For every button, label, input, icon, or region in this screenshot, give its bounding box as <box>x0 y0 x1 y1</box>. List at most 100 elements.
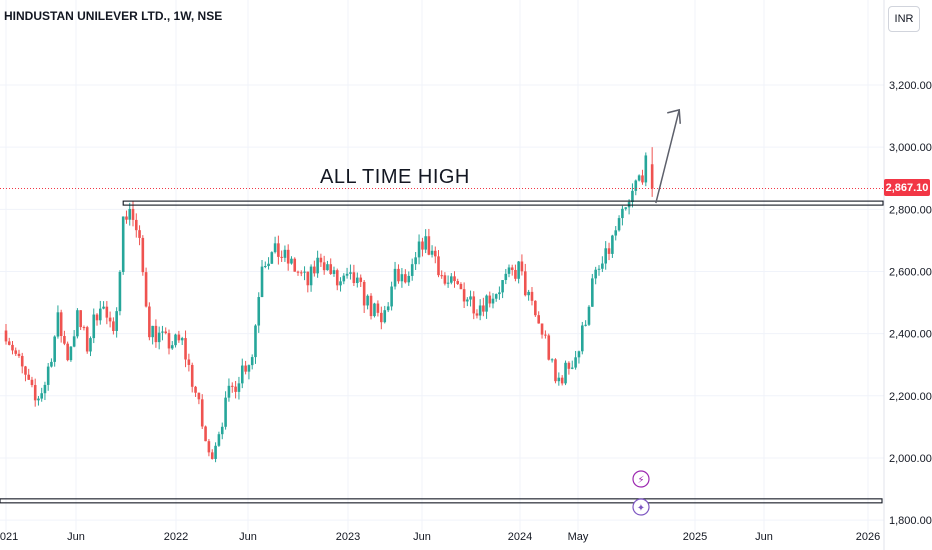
candle-body <box>507 267 511 274</box>
y-tick-label: 2,200.00 <box>889 391 932 403</box>
candle-body <box>118 271 122 312</box>
candle-body <box>260 266 264 298</box>
candle-body <box>342 275 346 282</box>
candle-body <box>134 219 138 231</box>
candle-body <box>466 299 469 302</box>
x-tick-label: 2024 <box>508 531 532 543</box>
candle-body <box>141 237 145 273</box>
candle-body <box>577 351 581 358</box>
candle-body <box>453 276 456 282</box>
candle-body <box>456 281 460 284</box>
candle-body <box>366 295 369 306</box>
candle-body <box>277 243 280 257</box>
candle-body <box>250 357 254 366</box>
candle-body <box>112 321 115 331</box>
candle-body <box>210 452 214 459</box>
candle-body <box>504 273 508 281</box>
candle-body <box>631 190 634 203</box>
candle-body <box>527 291 530 296</box>
candle-body <box>11 344 14 351</box>
candle-body <box>421 241 424 250</box>
chart-title: HINDUSTAN UNILEVER LTD., 1W, NSE <box>4 9 223 23</box>
candle-body <box>390 286 393 307</box>
candle-body <box>644 155 648 183</box>
candle-body <box>376 303 380 313</box>
candle-body <box>46 366 50 385</box>
candle-body <box>494 294 498 299</box>
candle-body <box>151 325 154 338</box>
candle-body <box>488 295 492 304</box>
candle-body <box>204 426 207 442</box>
candle-body <box>89 338 92 352</box>
candle-body <box>293 258 297 272</box>
candle-body <box>475 313 479 316</box>
y-tick-label: 2,400.00 <box>889 329 932 341</box>
candle-body <box>316 257 319 274</box>
last-price-label: 2,867.10 <box>884 179 930 196</box>
candle-body <box>121 216 125 272</box>
candle-body <box>79 310 82 328</box>
candle-body <box>76 310 79 337</box>
candle-body <box>148 306 151 338</box>
x-tick-label: 2022 <box>164 531 188 543</box>
candle-body <box>540 323 544 335</box>
candle-body <box>59 312 63 336</box>
candle-body <box>20 355 24 367</box>
candle-body <box>601 263 604 269</box>
candle-body <box>244 365 247 372</box>
candle-body <box>72 336 76 347</box>
candle-body <box>280 256 283 258</box>
candle-body <box>550 359 554 361</box>
candle-body <box>50 361 53 367</box>
currency-button[interactable]: INR <box>888 6 920 32</box>
candle-body <box>352 272 356 284</box>
candle-body <box>98 308 102 321</box>
y-tick-label: 3,200.00 <box>889 80 932 92</box>
x-tick-label: Jun <box>67 531 85 543</box>
candle-body <box>580 325 584 352</box>
candle-body <box>144 272 148 307</box>
candle-body <box>273 243 277 253</box>
candle-body <box>17 353 21 356</box>
candle-body <box>501 280 504 293</box>
y-tick-label: 2,800.00 <box>889 204 932 216</box>
candle-body <box>207 441 211 453</box>
candle-body <box>270 252 274 264</box>
candle-body <box>95 314 99 321</box>
candle-body <box>125 216 128 220</box>
candle-body <box>591 278 594 307</box>
candle-body <box>167 333 171 349</box>
candle-body <box>459 283 463 290</box>
y-tick-label: 2,600.00 <box>889 266 932 278</box>
candle-body <box>154 325 158 343</box>
candle-body <box>24 366 27 375</box>
candle-body <box>469 296 472 300</box>
x-tick-label: Jun <box>413 531 431 543</box>
candle-body <box>138 230 141 238</box>
candle-body <box>450 276 453 283</box>
candle-body <box>523 271 527 296</box>
candle-body <box>177 334 181 341</box>
candle-body <box>427 236 431 255</box>
x-tick-label: Jun <box>755 531 773 543</box>
candle-body <box>393 268 397 287</box>
candle-body <box>329 264 333 274</box>
candle-body <box>624 207 628 209</box>
candle-body <box>4 330 8 342</box>
candle-body <box>614 230 618 236</box>
candle-body <box>92 314 96 339</box>
candle-body <box>537 315 540 324</box>
candle-body <box>621 208 624 219</box>
candle-body <box>283 249 287 258</box>
candle-body <box>131 208 135 220</box>
candle-body <box>257 297 261 326</box>
candle-body <box>40 393 43 399</box>
candle-body <box>404 274 407 283</box>
candle-body <box>359 277 363 282</box>
candle-body <box>414 257 417 265</box>
x-tick-label: May <box>568 531 589 543</box>
candle-body <box>306 271 310 286</box>
candle-body <box>254 325 257 358</box>
candle-body <box>430 250 434 255</box>
